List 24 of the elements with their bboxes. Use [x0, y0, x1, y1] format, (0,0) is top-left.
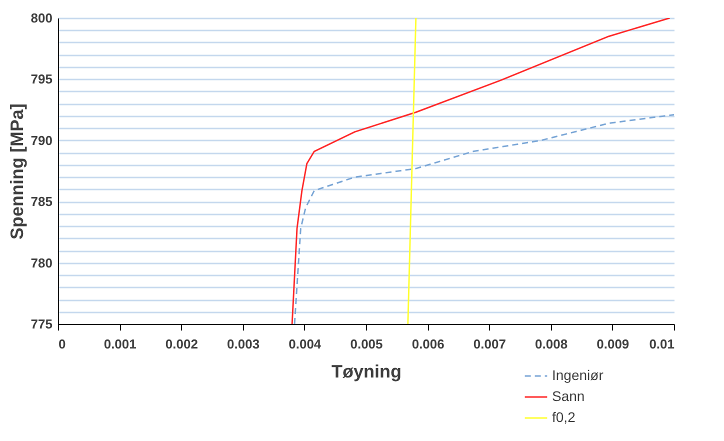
x-tick-label: 0.01: [649, 336, 674, 352]
x-tick-label: 0.009: [596, 336, 630, 352]
x-tick-label: 0.003: [227, 336, 260, 352]
x-tick-label: 0.002: [165, 336, 198, 352]
y-axis-title: Spenning [MPa]: [6, 104, 27, 240]
line-series: [291, 18, 670, 324]
legend-label: Ingeniør: [552, 367, 604, 383]
x-tick-label: 0.005: [350, 336, 383, 352]
x-tick-label: 0.006: [412, 336, 444, 352]
line-series: [294, 114, 674, 324]
x-axis-title: Tøyning: [332, 362, 402, 382]
y-tick-label: 780: [30, 255, 52, 270]
y-tick-label: 795: [30, 72, 52, 87]
legend-label: Sann: [552, 388, 585, 404]
legend-label: f0,2: [552, 409, 576, 425]
x-tick-label: 0.004: [288, 336, 322, 352]
y-tick-label: 775: [30, 316, 52, 332]
x-tick-label: 0.008: [535, 336, 568, 352]
y-tick-label: 790: [30, 132, 52, 148]
x-tick-label: 0: [58, 336, 66, 352]
x-tick-label: 0.001: [104, 336, 136, 352]
y-tick-label: 785: [30, 194, 52, 210]
y-tick-label: 800: [30, 10, 52, 26]
x-tick-label: 0.007: [473, 336, 506, 352]
